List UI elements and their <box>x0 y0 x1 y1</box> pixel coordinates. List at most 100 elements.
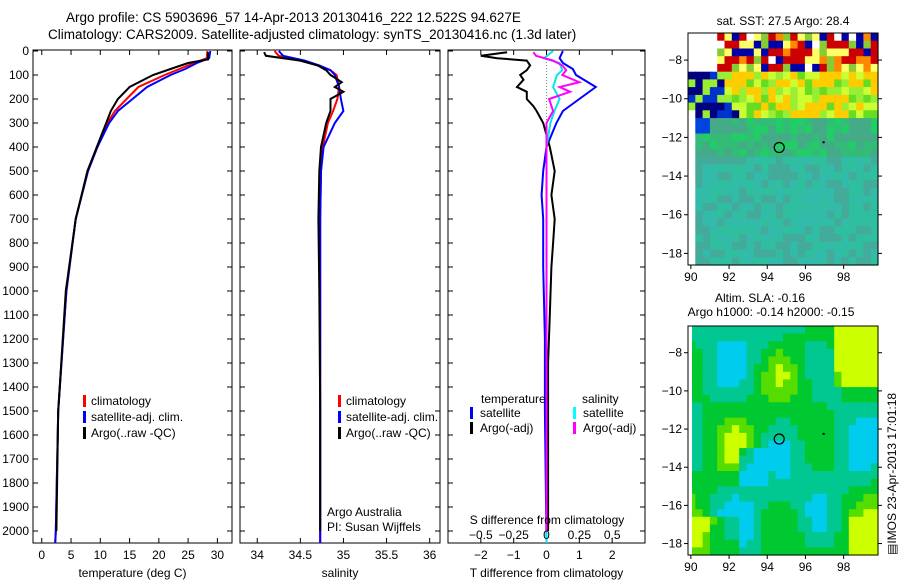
map-cell <box>746 56 755 65</box>
map-cell <box>783 87 791 96</box>
map-cell <box>709 333 718 342</box>
map-cell <box>702 440 711 449</box>
map-cell <box>863 410 872 419</box>
map-cell <box>783 133 791 142</box>
map-cell <box>819 341 828 350</box>
map-cell <box>775 226 784 235</box>
map-cell <box>804 94 813 104</box>
map-cell <box>709 203 718 212</box>
map-cell <box>775 133 784 142</box>
map-cell <box>746 440 755 449</box>
map-cell <box>753 371 762 380</box>
map-cell <box>695 125 704 135</box>
map-cell <box>739 79 748 88</box>
map-cell <box>848 210 857 220</box>
map-cell <box>856 226 864 235</box>
map-cell <box>826 195 835 204</box>
map-cell <box>753 486 762 495</box>
map-cell <box>841 141 850 150</box>
map-cell <box>783 149 791 158</box>
map-cell <box>731 94 740 104</box>
map-cell <box>863 218 872 227</box>
map-cell <box>856 234 864 243</box>
map-cell <box>775 125 784 135</box>
map-cell <box>775 110 784 119</box>
map-cell <box>709 241 718 251</box>
map-cell <box>797 94 806 104</box>
map-cell <box>702 471 711 480</box>
map-cell <box>783 110 791 119</box>
map-cell <box>797 463 806 472</box>
map-cell <box>804 364 813 373</box>
map-cell <box>848 387 857 396</box>
map-cell <box>739 539 748 548</box>
map-cell <box>731 432 740 442</box>
map-cell <box>826 40 835 49</box>
map-cell <box>739 87 748 96</box>
map-cell <box>812 210 821 220</box>
map-cell <box>841 118 850 127</box>
map-cell <box>790 33 799 42</box>
map-cell <box>856 364 864 373</box>
map-cell <box>695 210 704 220</box>
map-cell <box>695 164 704 173</box>
map-cell <box>739 187 748 196</box>
map-cell <box>724 79 733 88</box>
map-cell <box>731 417 740 426</box>
map-cell <box>812 249 821 258</box>
map-cell <box>746 532 755 541</box>
map-frame <box>687 325 879 556</box>
map-cell <box>775 149 784 158</box>
map-cell <box>731 509 740 518</box>
map-cell <box>753 440 762 449</box>
map-cell <box>812 371 821 380</box>
map-cell <box>695 241 704 251</box>
map-cell <box>724 241 733 251</box>
map-cell <box>709 48 718 57</box>
map-cell <box>717 179 726 189</box>
map-cell <box>768 417 777 426</box>
map-cell <box>848 410 857 419</box>
map-cell <box>804 402 813 411</box>
map-cell <box>841 164 850 173</box>
y-tick-label: 400 <box>9 140 29 154</box>
map-cell <box>768 141 777 150</box>
map-cell <box>702 402 711 411</box>
series-line-satellite-adj-clim- <box>278 50 345 543</box>
map-cell <box>797 234 806 243</box>
map-cell <box>702 524 711 533</box>
map-cell <box>804 102 813 111</box>
map-cell <box>702 33 711 42</box>
map-cell <box>790 94 799 104</box>
map-cell <box>841 455 850 464</box>
map-cell <box>775 218 784 227</box>
map-cell <box>746 478 755 487</box>
map-cell <box>834 478 843 487</box>
map-cell <box>688 79 696 88</box>
map-cell <box>783 509 791 518</box>
map-cell <box>848 102 857 111</box>
map-cell <box>804 141 813 150</box>
map-cell <box>731 448 740 457</box>
map-cell <box>717 341 726 350</box>
map-cell <box>731 425 740 434</box>
map-cell <box>768 164 777 173</box>
map-cell <box>709 63 718 73</box>
map-cell <box>731 164 740 173</box>
map-cell <box>695 110 704 119</box>
map-cell <box>702 432 711 442</box>
map-cell <box>848 333 857 342</box>
map-cell <box>841 33 850 42</box>
map-cell <box>790 118 799 127</box>
map-cell <box>731 249 740 258</box>
map-cell <box>739 164 748 173</box>
map-cell <box>702 149 711 158</box>
map-cell <box>739 63 748 73</box>
y-tick-label: 1300 <box>2 356 29 370</box>
map-cell <box>856 249 864 258</box>
map-cell <box>812 79 821 88</box>
map-cell <box>724 387 733 396</box>
map-cell <box>797 455 806 464</box>
map-cell <box>746 226 755 235</box>
